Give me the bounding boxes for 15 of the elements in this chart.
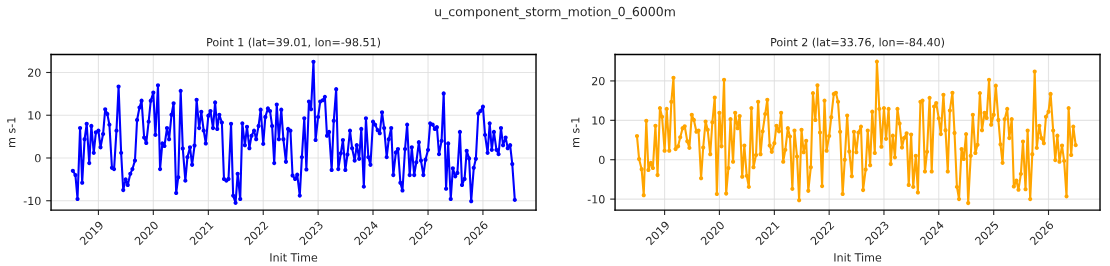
y-tick-label: 20 [28,68,41,77]
y-tick-label: 10 [592,116,605,125]
y-tick-label: 20 [592,76,605,86]
chart-title: Point 2 (lat=33.76, lon=-84.40) [771,37,945,48]
y-tick-label: -10 [587,195,605,204]
x-axis-title: Init Time [270,253,318,262]
y-tick-label: 0 [599,155,605,165]
y-tick-label: 10 [28,111,41,120]
x-axis-title: Init Time [834,253,882,262]
chart-title: Point 1 (lat=39.01, lon=-98.51) [207,37,381,48]
y-tick-label: -10 [23,196,41,206]
y-tick-label: 0 [35,153,41,163]
y-axis-title: m s-1 [571,117,580,147]
y-axis-title: m s-1 [7,117,16,147]
text: u_component_storm_motion_0_6000m [435,6,675,20]
